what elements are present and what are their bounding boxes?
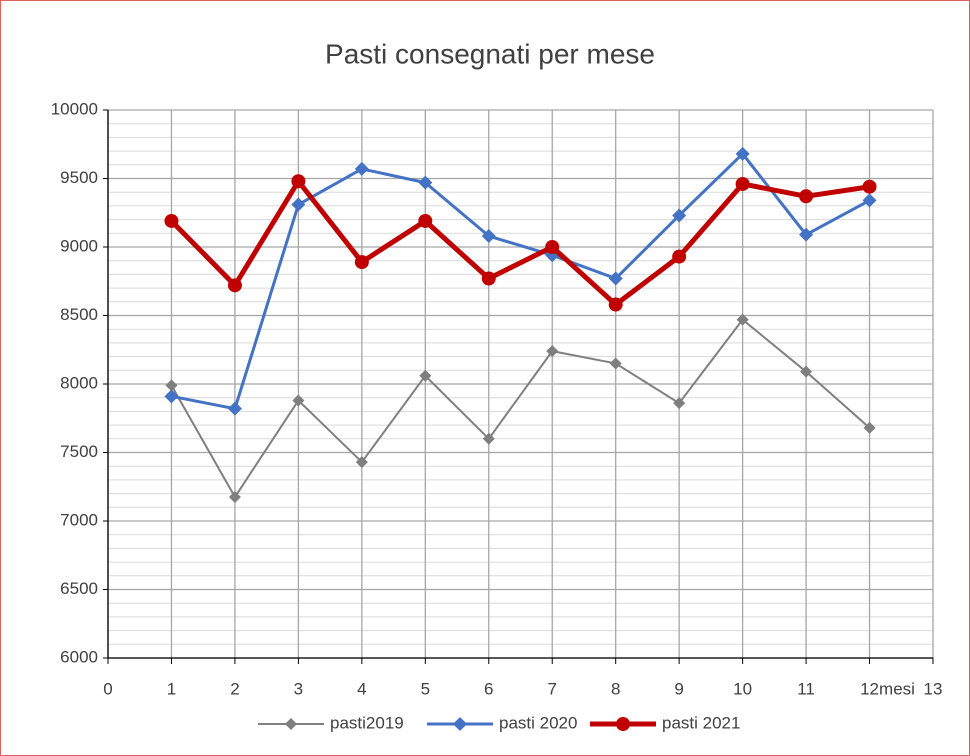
x-tick-label: 13: [924, 679, 943, 698]
marker: [482, 432, 495, 445]
marker: [863, 421, 876, 434]
y-tick-label: 7000: [60, 510, 98, 529]
marker: [545, 240, 560, 254]
x-tick-label: 7: [547, 679, 556, 698]
marker: [419, 369, 432, 382]
marker: [164, 389, 179, 404]
y-tick-label: 8500: [60, 305, 98, 324]
marker: [673, 397, 686, 410]
x-tick-label: 2: [230, 679, 239, 698]
x-tick-label: 11: [797, 679, 815, 698]
y-tick-label: 9000: [60, 236, 98, 255]
series-line: [169, 178, 870, 308]
marker: [291, 197, 306, 212]
marker: [736, 313, 749, 326]
marker: [735, 146, 750, 161]
marker: [799, 227, 814, 242]
marker: [735, 176, 750, 191]
y-tick-label: 8000: [60, 373, 98, 392]
marker: [546, 345, 559, 358]
marker: [481, 271, 496, 286]
marker: [354, 255, 369, 270]
chart-title: Pasti consegnati per mese: [325, 38, 655, 69]
marker: [672, 208, 687, 223]
marker: [292, 394, 305, 407]
marker: [228, 491, 241, 504]
legend-label: pasti2019: [330, 713, 404, 732]
marker: [672, 249, 687, 264]
marker: [609, 357, 622, 370]
y-tick-label: 6500: [60, 579, 98, 598]
legend-marker: [453, 717, 467, 731]
legend-marker: [285, 718, 297, 730]
marker: [800, 365, 813, 378]
x-tick-label: 10: [733, 679, 752, 698]
x-tick-label: 8: [611, 679, 620, 698]
x-tick-label: 9: [674, 679, 683, 698]
marker: [418, 175, 433, 190]
legend-label: pasti 2021: [662, 713, 740, 732]
marker: [608, 297, 623, 312]
marker: [608, 271, 623, 286]
marker: [355, 456, 368, 469]
marker: [862, 193, 877, 208]
x-tick-label: 1: [167, 679, 176, 698]
series-line: [171, 152, 871, 411]
marker: [799, 189, 814, 204]
x-axis-label: mesi: [879, 679, 915, 698]
x-tick-label: 0: [103, 679, 112, 698]
y-tick-label: 7500: [60, 442, 98, 461]
y-tick-label: 6000: [60, 647, 98, 666]
series-line: [170, 318, 871, 499]
y-tick-label: 9500: [60, 168, 98, 187]
marker: [481, 229, 496, 244]
x-tick-label: 6: [484, 679, 493, 698]
marker: [165, 379, 178, 392]
y-tick-label: 10000: [51, 99, 98, 118]
marker: [291, 174, 306, 189]
marker: [354, 161, 369, 176]
marker: [862, 179, 877, 194]
marker: [227, 401, 242, 416]
legend-label: pasti 2020: [499, 713, 577, 732]
legend-marker: [616, 717, 630, 731]
x-tick-label: 3: [294, 679, 303, 698]
x-tick-label: 5: [421, 679, 430, 698]
marker: [418, 213, 433, 228]
x-tick-label: 4: [357, 679, 366, 698]
marker: [164, 213, 179, 228]
x-tick-label: 12: [860, 679, 879, 698]
marker: [227, 278, 242, 293]
